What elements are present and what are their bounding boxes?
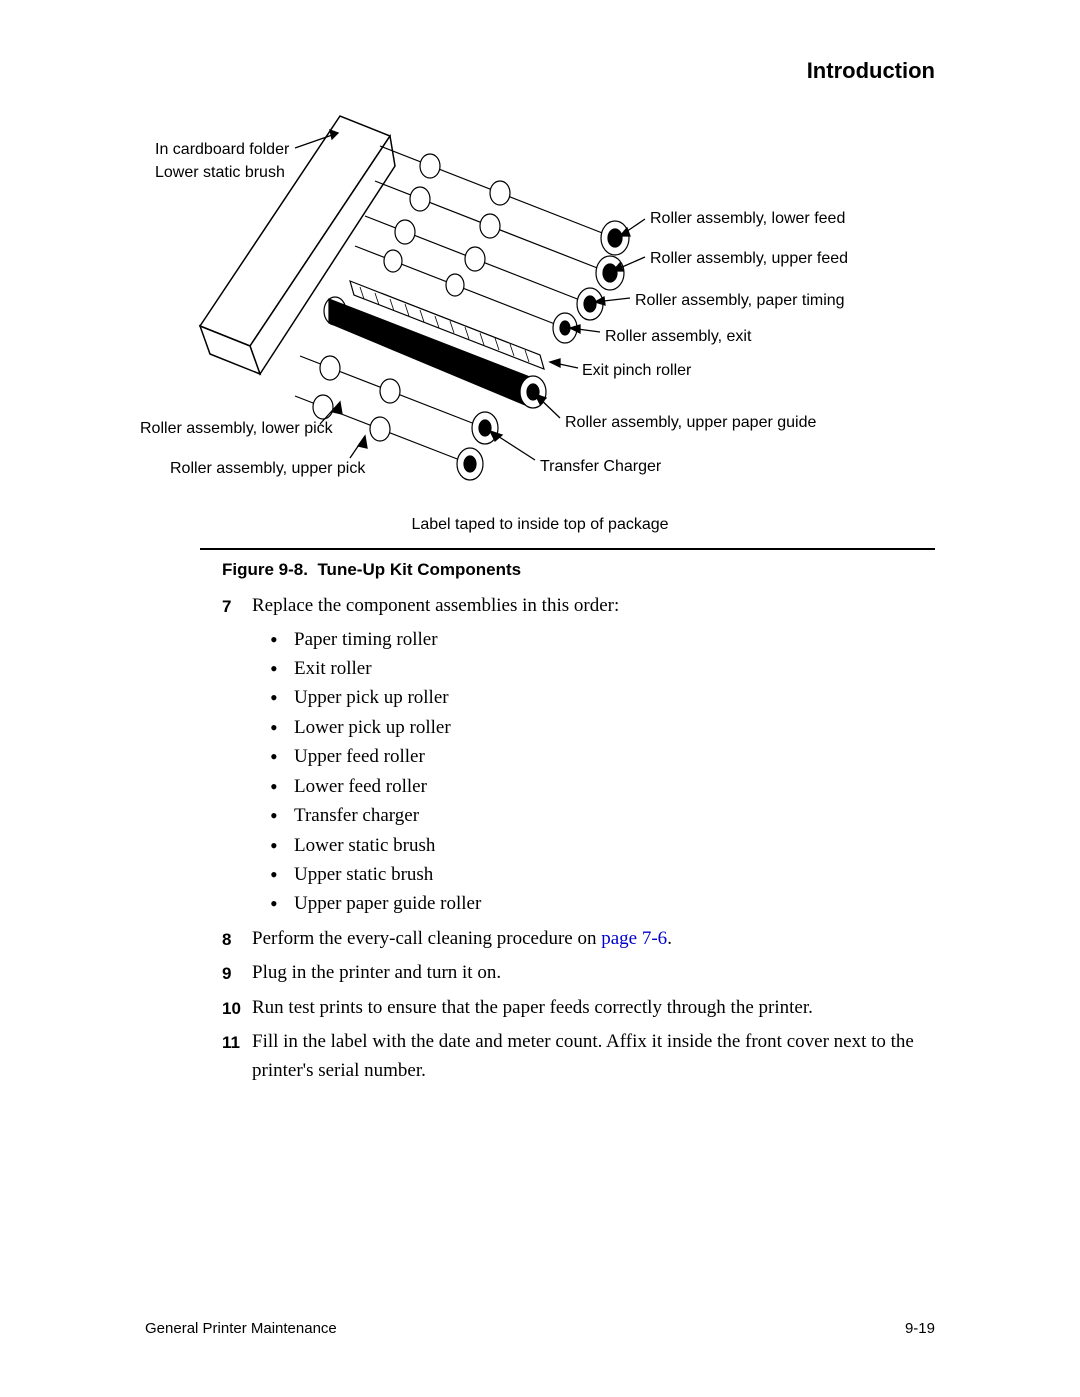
footer-left: General Printer Maintenance xyxy=(145,1320,337,1337)
label-lower-pick: Roller assembly, lower pick xyxy=(140,420,333,438)
step-text-pre: Perform the every-call cleaning procedur… xyxy=(252,928,601,949)
list-item: Upper paper guide roller xyxy=(252,889,934,918)
step-number: 8 xyxy=(222,925,252,954)
step-text: Fill in the label with the date and mete… xyxy=(252,1031,914,1081)
footer-right: 9-19 xyxy=(905,1320,935,1337)
page-link[interactable]: page 7-6 xyxy=(601,928,667,949)
label-upper-feed: Roller assembly, upper feed xyxy=(650,250,848,268)
list-item: Lower pick up roller xyxy=(252,713,934,742)
list-item: Upper static brush xyxy=(252,860,934,889)
label-lower-static-brush: Lower static brush xyxy=(155,164,285,182)
label-upper-pick: Roller assembly, upper pick xyxy=(170,460,365,478)
step-9: 9 Plug in the printer and turn it on. xyxy=(222,959,934,988)
list-item: Exit roller xyxy=(252,654,934,683)
list-item: Lower static brush xyxy=(252,831,934,860)
list-item: Paper timing roller xyxy=(252,625,934,654)
diagram: In cardboard folder Lower static brush R… xyxy=(140,106,940,536)
label-lower-feed: Roller assembly, lower feed xyxy=(650,210,845,228)
content-body: 7 Replace the component assemblies in th… xyxy=(222,592,934,1091)
step-10: 10 Run test prints to ensure that the pa… xyxy=(222,994,934,1023)
step-11: 11 Fill in the label with the date and m… xyxy=(222,1028,934,1085)
bullet-list: Paper timing roller Exit roller Upper pi… xyxy=(252,625,934,919)
list-item: Lower feed roller xyxy=(252,772,934,801)
step-text: Plug in the printer and turn it on. xyxy=(252,962,501,983)
label-exit: Roller assembly, exit xyxy=(605,328,751,346)
step-number: 10 xyxy=(222,994,252,1023)
label-paper-timing: Roller assembly, paper timing xyxy=(635,292,845,310)
step-8: 8 Perform the every-call cleaning proced… xyxy=(222,925,934,954)
label-transfer-charger: Transfer Charger xyxy=(540,458,661,476)
list-item: Upper pick up roller xyxy=(252,683,934,712)
label-upper-paper-guide: Roller assembly, upper paper guide xyxy=(565,414,816,432)
label-exit-pinch: Exit pinch roller xyxy=(582,362,691,380)
step-7: 7 Replace the component assemblies in th… xyxy=(222,592,934,919)
step-number: 11 xyxy=(222,1028,252,1085)
list-item: Upper feed roller xyxy=(252,742,934,771)
step-text-post: . xyxy=(667,928,672,949)
step-number: 9 xyxy=(222,959,252,988)
figure-title: Figure 9-8. Tune-Up Kit Components xyxy=(222,560,521,580)
figure-name: Tune-Up Kit Components xyxy=(317,560,521,579)
horizontal-rule xyxy=(200,548,935,550)
step-number: 7 xyxy=(222,592,252,919)
page-footer: General Printer Maintenance 9-19 xyxy=(145,1320,935,1337)
step-text: Replace the component assemblies in this… xyxy=(252,595,619,616)
list-item: Transfer charger xyxy=(252,801,934,830)
section-header: Introduction xyxy=(807,58,935,84)
step-text: Run test prints to ensure that the paper… xyxy=(252,997,813,1018)
figure-number: Figure 9-8. xyxy=(222,560,308,579)
diagram-caption: Label taped to inside top of package xyxy=(0,516,1080,534)
label-cardboard: In cardboard folder xyxy=(155,141,289,159)
